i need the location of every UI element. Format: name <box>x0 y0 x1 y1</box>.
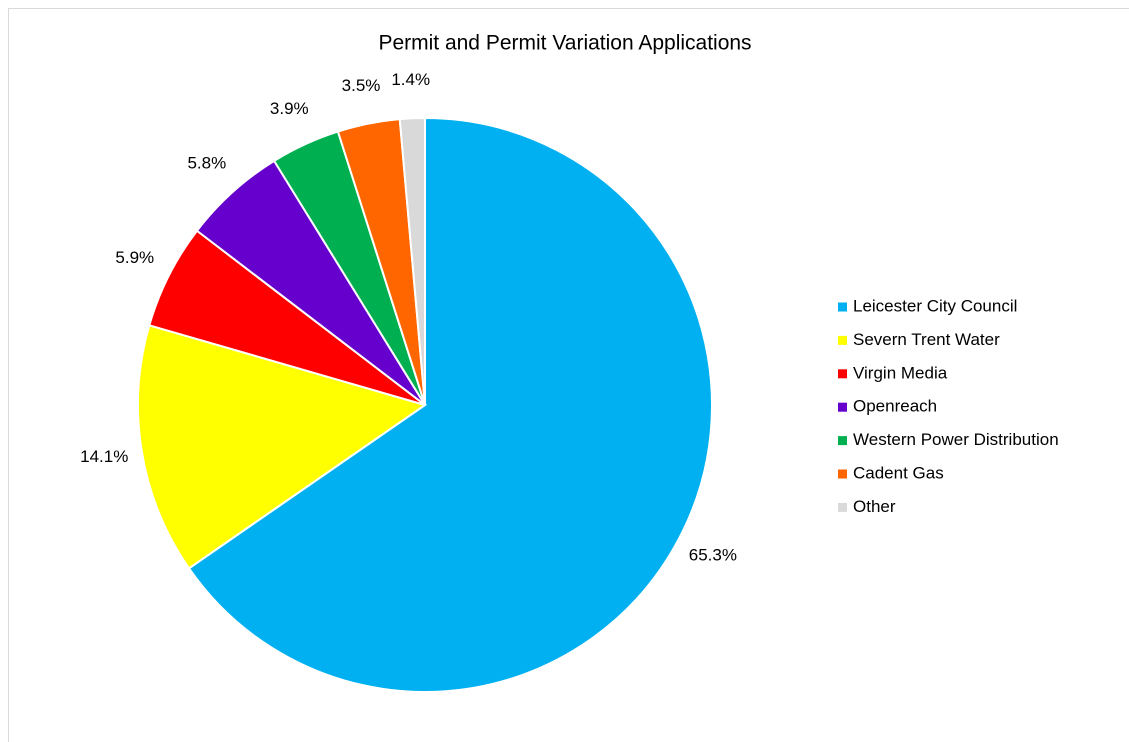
legend-label: Severn Trent Water <box>853 330 1000 349</box>
data-label: 3.9% <box>270 99 309 118</box>
legend-label: Leicester City Council <box>853 296 1017 315</box>
legend-label: Western Power Distribution <box>853 430 1059 449</box>
legend-swatch <box>838 469 847 479</box>
legend-label: Openreach <box>853 397 937 416</box>
legend-label: Virgin Media <box>853 363 948 382</box>
chart-title: Permit and Permit Variation Applications <box>378 32 751 55</box>
legend-label: Other <box>853 497 896 516</box>
data-label: 1.4% <box>391 70 430 89</box>
data-label: 5.9% <box>115 248 154 267</box>
data-label: 5.8% <box>187 154 226 173</box>
data-label: 3.5% <box>342 76 381 95</box>
pie-slice <box>137 324 428 570</box>
legend-swatch <box>838 302 847 312</box>
legend-swatch <box>838 502 847 512</box>
pie-slice <box>187 116 713 693</box>
legend-swatch <box>838 402 847 412</box>
legend-label: Cadent Gas <box>853 463 944 482</box>
data-label: 65.3% <box>689 545 737 564</box>
legend-swatch <box>838 436 847 446</box>
legend-swatch <box>838 369 847 379</box>
legend-swatch <box>838 335 847 345</box>
data-label: 14.1% <box>80 447 128 466</box>
pie-slice <box>398 116 426 406</box>
